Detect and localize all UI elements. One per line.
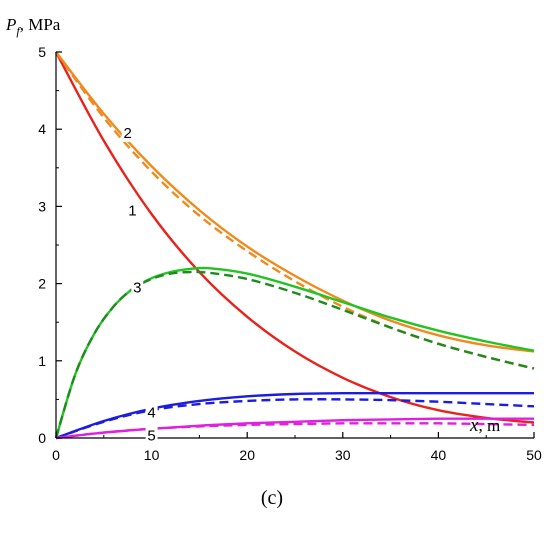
panel-label: (c)	[261, 487, 283, 509]
curve-label-1: 1	[128, 202, 136, 219]
y-tick-label: 0	[38, 430, 46, 446]
x-tick-label: 50	[526, 447, 542, 463]
curve-label-5: 5	[147, 428, 155, 445]
x-tick-label: 40	[431, 447, 447, 463]
curves	[54, 51, 535, 440]
curve-labels: 1 2 3 4 5	[121, 124, 158, 445]
series-4-solid-line	[55, 391, 534, 440]
x-tick-label: 20	[239, 447, 255, 463]
curve-label-background	[145, 403, 158, 422]
curve-label-3: 3	[133, 279, 141, 296]
y-tick-label: 4	[38, 121, 46, 137]
y-axis-title: Pf, MPa	[5, 15, 61, 38]
y-axis-subscript: f	[16, 24, 21, 38]
curve-label-2: 2	[124, 125, 132, 142]
axes	[55, 52, 534, 439]
y-tick-label: 1	[38, 353, 46, 369]
curve-label-background	[126, 201, 139, 220]
series-5-dashed-line	[55, 422, 535, 440]
y-axis-unit: , MPa	[20, 15, 61, 34]
x-axis-symbol: x	[469, 415, 479, 436]
series-3-dashed-line	[54, 270, 535, 439]
x-axis-title: x, m	[469, 415, 500, 436]
y-tick-label: 2	[38, 276, 46, 292]
series-4-dashed-line	[55, 398, 535, 440]
y-tick-label: 5	[38, 44, 46, 60]
x-tick-label: 10	[144, 447, 160, 463]
series-3-solid-line	[54, 266, 535, 439]
series-1-solid-line	[54, 51, 535, 424]
curve-label-background	[121, 124, 134, 143]
y-tick-label: 3	[38, 198, 46, 214]
curve-label-4: 4	[147, 405, 155, 422]
series-5-solid-line	[55, 417, 534, 440]
series-2-solid-line	[55, 51, 535, 353]
y-axis-symbol: P	[5, 15, 16, 34]
curve-label-background	[145, 426, 158, 445]
x-tick-label: 0	[52, 447, 60, 463]
x-tick-label: 30	[335, 447, 351, 463]
series-2-dashed-line	[55, 51, 535, 370]
ticks: 0 10 20 30 40 50 0 1 2 3 4 5	[38, 44, 542, 463]
x-axis-unit: , m	[478, 416, 500, 435]
curve-label-background	[131, 278, 144, 297]
